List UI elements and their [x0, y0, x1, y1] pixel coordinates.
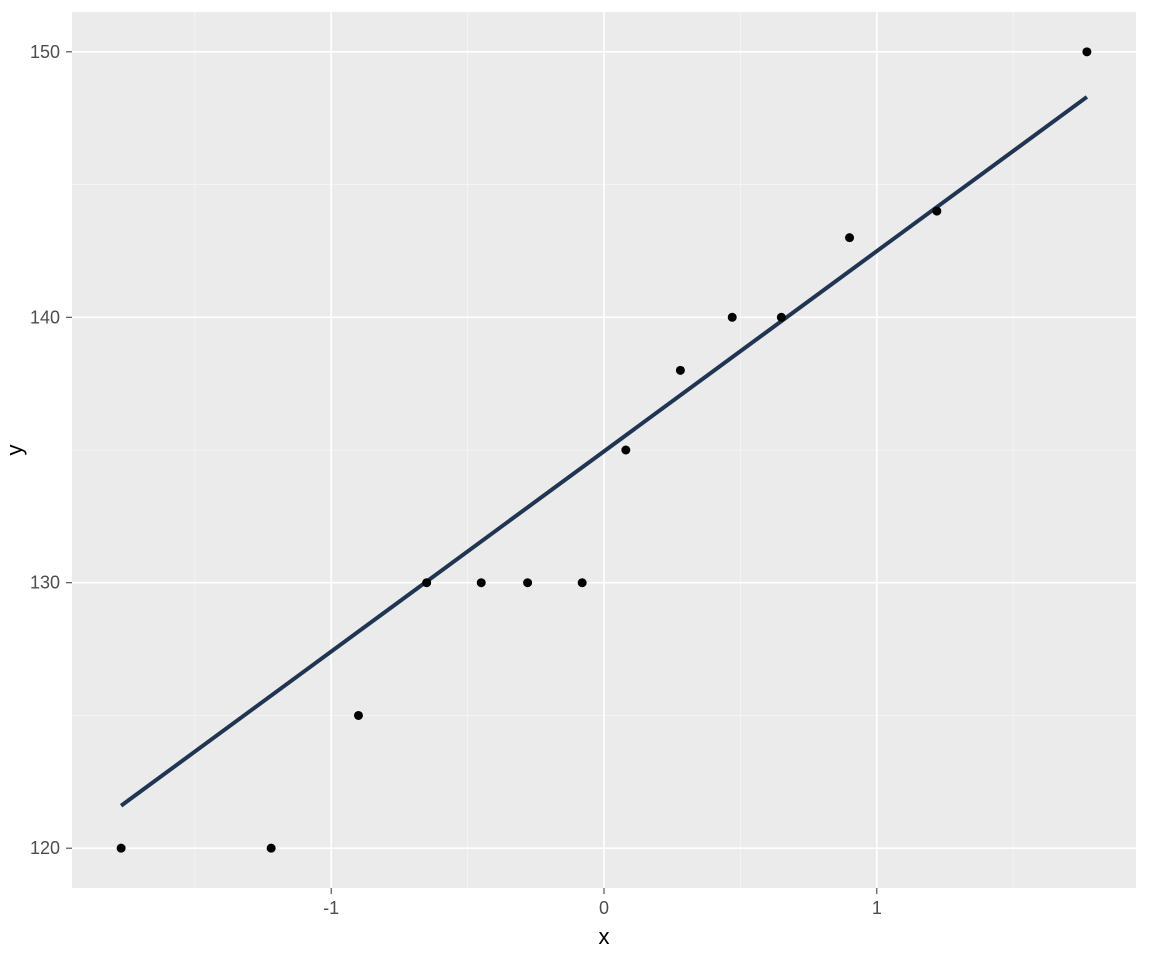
- chart-svg: -1 0 1 120 130 140 150 x y: [0, 0, 1152, 960]
- y-tick-label: 130: [30, 573, 60, 593]
- data-point: [621, 446, 630, 455]
- x-axis-title: x: [599, 924, 610, 949]
- y-axis-title: y: [2, 445, 27, 456]
- data-point: [578, 578, 587, 587]
- data-point: [422, 578, 431, 587]
- y-tick-label: 120: [30, 838, 60, 858]
- data-point: [477, 578, 486, 587]
- data-point: [728, 313, 737, 322]
- data-point: [354, 711, 363, 720]
- data-point: [523, 578, 532, 587]
- x-tick-label: 0: [599, 898, 609, 918]
- x-tick-label: 1: [872, 898, 882, 918]
- data-point: [777, 313, 786, 322]
- data-point: [676, 366, 685, 375]
- scatter-chart: -1 0 1 120 130 140 150 x y: [0, 0, 1152, 960]
- y-tick-label: 140: [30, 307, 60, 327]
- data-point: [932, 207, 941, 216]
- data-point: [117, 844, 126, 853]
- data-point: [267, 844, 276, 853]
- y-tick-label: 150: [30, 42, 60, 62]
- data-point: [845, 233, 854, 242]
- data-point: [1082, 47, 1091, 56]
- x-tick-label: -1: [323, 898, 339, 918]
